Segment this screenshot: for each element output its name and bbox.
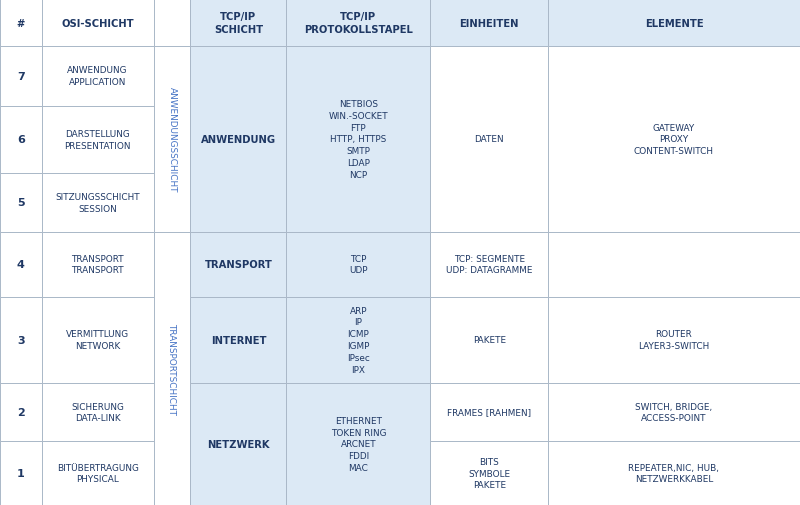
Bar bbox=[0, 383, 42, 441]
Bar bbox=[42, 174, 154, 232]
Bar bbox=[0, 47, 42, 107]
Bar bbox=[42, 107, 154, 174]
Text: REPEATER,NIC, HUB,
NETZWERKKABEL: REPEATER,NIC, HUB, NETZWERKKABEL bbox=[629, 463, 719, 483]
Text: SICHERUNG
DATA-LINK: SICHERUNG DATA-LINK bbox=[71, 402, 124, 423]
Bar bbox=[0, 107, 42, 174]
Text: DARSTELLUNG
PRESENTATION: DARSTELLUNG PRESENTATION bbox=[64, 130, 131, 150]
Text: ELEMENTE: ELEMENTE bbox=[645, 19, 703, 28]
Bar bbox=[42, 47, 154, 107]
Bar bbox=[42, 232, 154, 297]
Bar bbox=[42, 383, 154, 441]
Text: TCP: SEGMENTE
UDP: DATAGRAMME: TCP: SEGMENTE UDP: DATAGRAMME bbox=[446, 254, 533, 275]
Text: TRANSPORT: TRANSPORT bbox=[205, 260, 272, 270]
Bar bbox=[548, 0, 800, 47]
Text: 4: 4 bbox=[17, 260, 25, 270]
Text: 5: 5 bbox=[17, 198, 25, 208]
Text: BITÜBERTRAGUNG
PHYSICAL: BITÜBERTRAGUNG PHYSICAL bbox=[57, 463, 138, 483]
Bar bbox=[430, 383, 548, 441]
Text: OSI-SCHICHT: OSI-SCHICHT bbox=[62, 19, 134, 28]
Bar bbox=[286, 0, 430, 47]
Text: EINHEITEN: EINHEITEN bbox=[459, 19, 519, 28]
Text: TRANSPORT
TRANSPORT: TRANSPORT TRANSPORT bbox=[71, 254, 124, 275]
Text: SITZUNGSSCHICHT
SESSION: SITZUNGSSCHICHT SESSION bbox=[55, 192, 140, 214]
Text: 7: 7 bbox=[17, 72, 25, 82]
Text: PAKETE: PAKETE bbox=[473, 335, 506, 344]
Bar bbox=[154, 47, 190, 232]
Bar bbox=[42, 441, 154, 505]
Text: 3: 3 bbox=[17, 335, 25, 345]
Text: NETBIOS
WIN.-SOCKET
FTP
HTTP, HTTPS
SMTP
LDAP
NCP: NETBIOS WIN.-SOCKET FTP HTTP, HTTPS SMTP… bbox=[329, 100, 388, 179]
Text: VERMITTLUNG
NETWORK: VERMITTLUNG NETWORK bbox=[66, 330, 129, 350]
Bar bbox=[190, 297, 286, 383]
Bar bbox=[548, 383, 800, 441]
Text: ANWENDUNGSSCHICHT: ANWENDUNGSSCHICHT bbox=[167, 87, 177, 192]
Text: FRAMES [RAHMEN]: FRAMES [RAHMEN] bbox=[447, 408, 531, 417]
Bar bbox=[286, 383, 430, 505]
Text: BITS
SYMBOLE
PAKETE: BITS SYMBOLE PAKETE bbox=[468, 457, 510, 489]
Bar bbox=[190, 47, 286, 232]
Bar bbox=[42, 0, 154, 47]
Bar bbox=[0, 441, 42, 505]
Text: GATEWAY
PROXY
CONTENT-SWITCH: GATEWAY PROXY CONTENT-SWITCH bbox=[634, 123, 714, 156]
Text: 1: 1 bbox=[17, 468, 25, 478]
Text: ROUTER
LAYER3-SWITCH: ROUTER LAYER3-SWITCH bbox=[638, 330, 710, 350]
Text: 2: 2 bbox=[17, 407, 25, 417]
Bar bbox=[548, 47, 800, 232]
Bar bbox=[0, 174, 42, 232]
Text: DATEN: DATEN bbox=[474, 135, 504, 144]
Text: ANWENDUNG
APPLICATION: ANWENDUNG APPLICATION bbox=[67, 66, 128, 87]
Bar bbox=[0, 232, 42, 297]
Bar bbox=[286, 47, 430, 232]
Text: TCP
UDP: TCP UDP bbox=[349, 254, 368, 275]
Text: TCP/IP
SCHICHT: TCP/IP SCHICHT bbox=[214, 12, 263, 35]
Bar bbox=[430, 0, 548, 47]
Bar bbox=[430, 441, 548, 505]
Bar bbox=[190, 383, 286, 505]
Bar bbox=[548, 297, 800, 383]
Text: NETZWERK: NETZWERK bbox=[207, 439, 270, 449]
Bar bbox=[430, 232, 548, 297]
Bar bbox=[42, 297, 154, 383]
Bar bbox=[154, 0, 190, 47]
Bar bbox=[154, 232, 190, 505]
Text: TRANSPORTSCHICHT: TRANSPORTSCHICHT bbox=[167, 323, 177, 415]
Bar bbox=[548, 232, 800, 297]
Text: ANWENDUNG: ANWENDUNG bbox=[201, 135, 276, 144]
Bar bbox=[286, 297, 430, 383]
Bar bbox=[286, 232, 430, 297]
Bar bbox=[190, 0, 286, 47]
Text: ARP
IP
ICMP
IGMP
IPsec
IPX: ARP IP ICMP IGMP IPsec IPX bbox=[347, 306, 370, 374]
Bar bbox=[548, 441, 800, 505]
Bar bbox=[430, 47, 548, 232]
Text: TCP/IP
PROTOKOLLSTAPEL: TCP/IP PROTOKOLLSTAPEL bbox=[304, 12, 413, 35]
Text: SWITCH, BRIDGE,
ACCESS-POINT: SWITCH, BRIDGE, ACCESS-POINT bbox=[635, 402, 713, 423]
Bar bbox=[190, 232, 286, 297]
Bar bbox=[0, 297, 42, 383]
Bar bbox=[0, 0, 42, 47]
Text: INTERNET: INTERNET bbox=[210, 335, 266, 345]
Text: 6: 6 bbox=[17, 135, 25, 145]
Bar bbox=[430, 297, 548, 383]
Text: #: # bbox=[17, 19, 25, 28]
Text: ETHERNET
TOKEN RING
ARCNET
FDDI
MAC: ETHERNET TOKEN RING ARCNET FDDI MAC bbox=[330, 416, 386, 472]
